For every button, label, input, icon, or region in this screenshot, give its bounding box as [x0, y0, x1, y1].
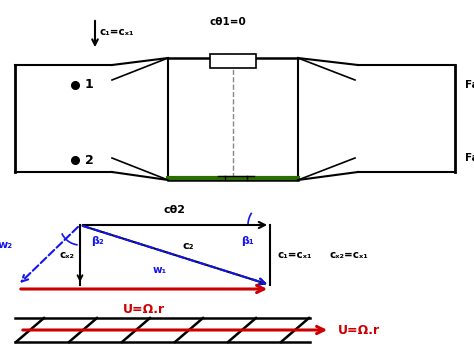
Text: 1: 1 [85, 78, 94, 91]
Text: Fan exit: Fan exit [465, 153, 474, 163]
Text: U=Ω.r: U=Ω.r [338, 323, 380, 336]
Text: cₓ₂: cₓ₂ [60, 250, 75, 260]
Text: c₁=cₓ₁: c₁=cₓ₁ [278, 250, 312, 260]
Text: c₂: c₂ [183, 241, 194, 251]
Text: w₂: w₂ [0, 240, 13, 250]
Bar [210, 54, 256, 68]
Text: U=Ω.r: U=Ω.r [123, 303, 165, 316]
Text: β₂: β₂ [91, 236, 104, 246]
Text: cθ1=0: cθ1=0 [210, 17, 247, 27]
Text: cθ2: cθ2 [164, 205, 186, 215]
Text: β₁: β₁ [242, 236, 255, 246]
Text: Fan inlet: Fan inlet [465, 80, 474, 90]
Text: w₁: w₁ [153, 265, 167, 275]
Text: cₓ₂=cₓ₁: cₓ₂=cₓ₁ [330, 250, 369, 260]
Text: 2: 2 [85, 153, 94, 166]
Text: c₁=cₓ₁: c₁=cₓ₁ [100, 27, 135, 37]
